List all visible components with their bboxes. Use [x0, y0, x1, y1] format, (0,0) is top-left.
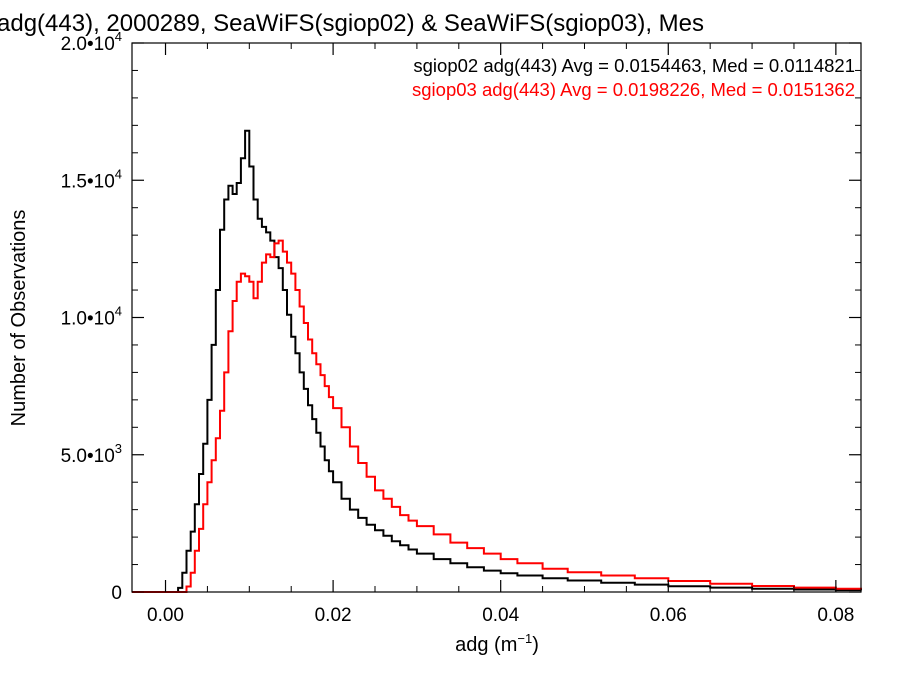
y-tick-label: 2.0•104 [61, 29, 122, 55]
x-tick-label: 0.06 [650, 605, 687, 626]
series-line-sgiop03 [132, 239, 862, 593]
y-tick-label: 5.0•103 [61, 441, 122, 467]
y-axis-label: Number of Observations [8, 210, 30, 427]
chart-title: adg(443), 2000289, SeaWiFS(sgiop02) & Se… [0, 10, 704, 37]
x-tick-label: 0.02 [315, 605, 352, 626]
series-line-sgiop02 [132, 129, 862, 593]
y-tick-label: 1.0•104 [61, 304, 122, 330]
y-tick-label: 1.5•104 [61, 166, 122, 192]
legend-sgiop02: sgiop02 adg(443) Avg = 0.0154463, Med = … [413, 55, 855, 76]
x-tick-label: 0.08 [817, 605, 854, 626]
x-tick-label: 0.00 [147, 605, 184, 626]
x-tick-label: 0.04 [482, 605, 519, 626]
series-layer [132, 129, 862, 593]
x-axis-label: adg (m−1) [455, 631, 539, 656]
plot-frame [131, 42, 862, 593]
ticks-layer: 0.00 0.02 0.04 0.06 0.08 0 5.0•103 1.0•104 1.5•1… [61, 29, 861, 626]
legend-sgiop03: sgiop03 adg(443) Avg = 0.0198226, Med = … [412, 79, 855, 100]
y-tick-label: 0 [111, 583, 122, 604]
